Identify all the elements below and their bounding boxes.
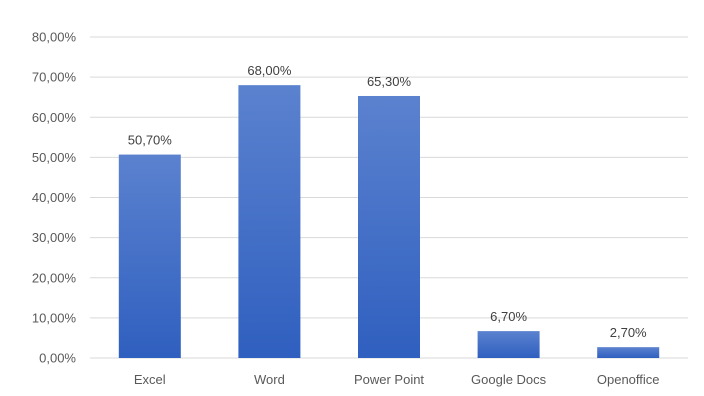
y-tick-label: 30,00% bbox=[32, 230, 77, 245]
y-tick-label: 40,00% bbox=[32, 190, 77, 205]
data-labels: 50,70% 68,00% 65,30% 6,70% 2,70% bbox=[128, 63, 647, 340]
bars bbox=[118, 85, 660, 359]
bar-openoffice bbox=[597, 347, 660, 358]
data-label: 6,70% bbox=[490, 309, 527, 324]
y-axis-ticks: 0,00% 10,00% 20,00% 30,00% 40,00% 50,00% 60,00… bbox=[32, 30, 77, 366]
data-label: 2,70% bbox=[610, 325, 647, 340]
data-label: 68,00% bbox=[247, 63, 292, 78]
bar-excel bbox=[118, 154, 181, 358]
y-tick-label: 0,00% bbox=[39, 351, 76, 366]
y-tick-label: 80,00% bbox=[32, 30, 77, 45]
category-label: Power Point bbox=[354, 372, 424, 387]
y-tick-label: 60,00% bbox=[32, 110, 77, 125]
category-label: Openoffice bbox=[597, 372, 660, 387]
category-label: Word bbox=[254, 372, 285, 387]
bar-power-point bbox=[358, 95, 420, 358]
bar-google-docs bbox=[477, 331, 540, 358]
category-label: Google Docs bbox=[471, 372, 547, 387]
y-tick-label: 70,00% bbox=[32, 70, 77, 85]
data-label: 65,30% bbox=[367, 74, 412, 89]
x-axis-categories: Excel Word Power Point Google Docs Openoffic… bbox=[134, 372, 660, 387]
y-tick-label: 20,00% bbox=[32, 270, 77, 285]
category-label: Excel bbox=[134, 372, 166, 387]
bar-word bbox=[238, 85, 301, 359]
y-tick-label: 10,00% bbox=[32, 310, 77, 325]
y-tick-label: 50,00% bbox=[32, 150, 77, 165]
data-label: 50,70% bbox=[128, 133, 173, 148]
